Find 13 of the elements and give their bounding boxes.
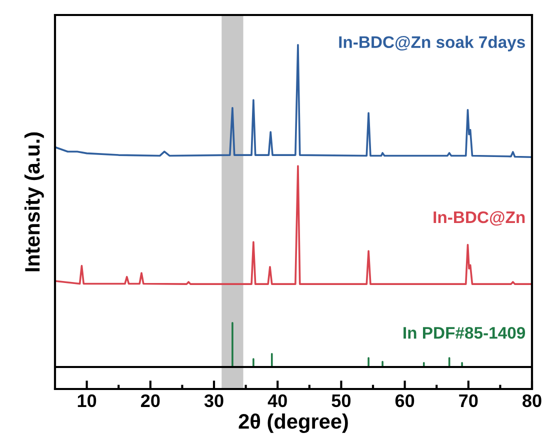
series-label: In-BDC@Zn <box>434 211 525 226</box>
text: In-BDC@Zn soak 7days <box>339 36 525 52</box>
x-tick-label: 30 <box>204 394 224 408</box>
y-axis-title: Intensity (a.u.) <box>24 132 44 272</box>
x-tick-label: 70 <box>459 394 478 408</box>
x-tick-label: 20 <box>140 394 160 408</box>
x-tick-label: 50 <box>332 394 351 408</box>
series-label: In PDF#85-1409 <box>404 326 526 339</box>
x-tick-label: 40 <box>268 394 287 408</box>
x-tick-label: 80 <box>522 394 542 408</box>
x-tick-label: 10 <box>78 394 96 408</box>
x-axis-title: 2θ (degree) <box>238 413 348 433</box>
x-tick-label: 60 <box>395 394 414 408</box>
